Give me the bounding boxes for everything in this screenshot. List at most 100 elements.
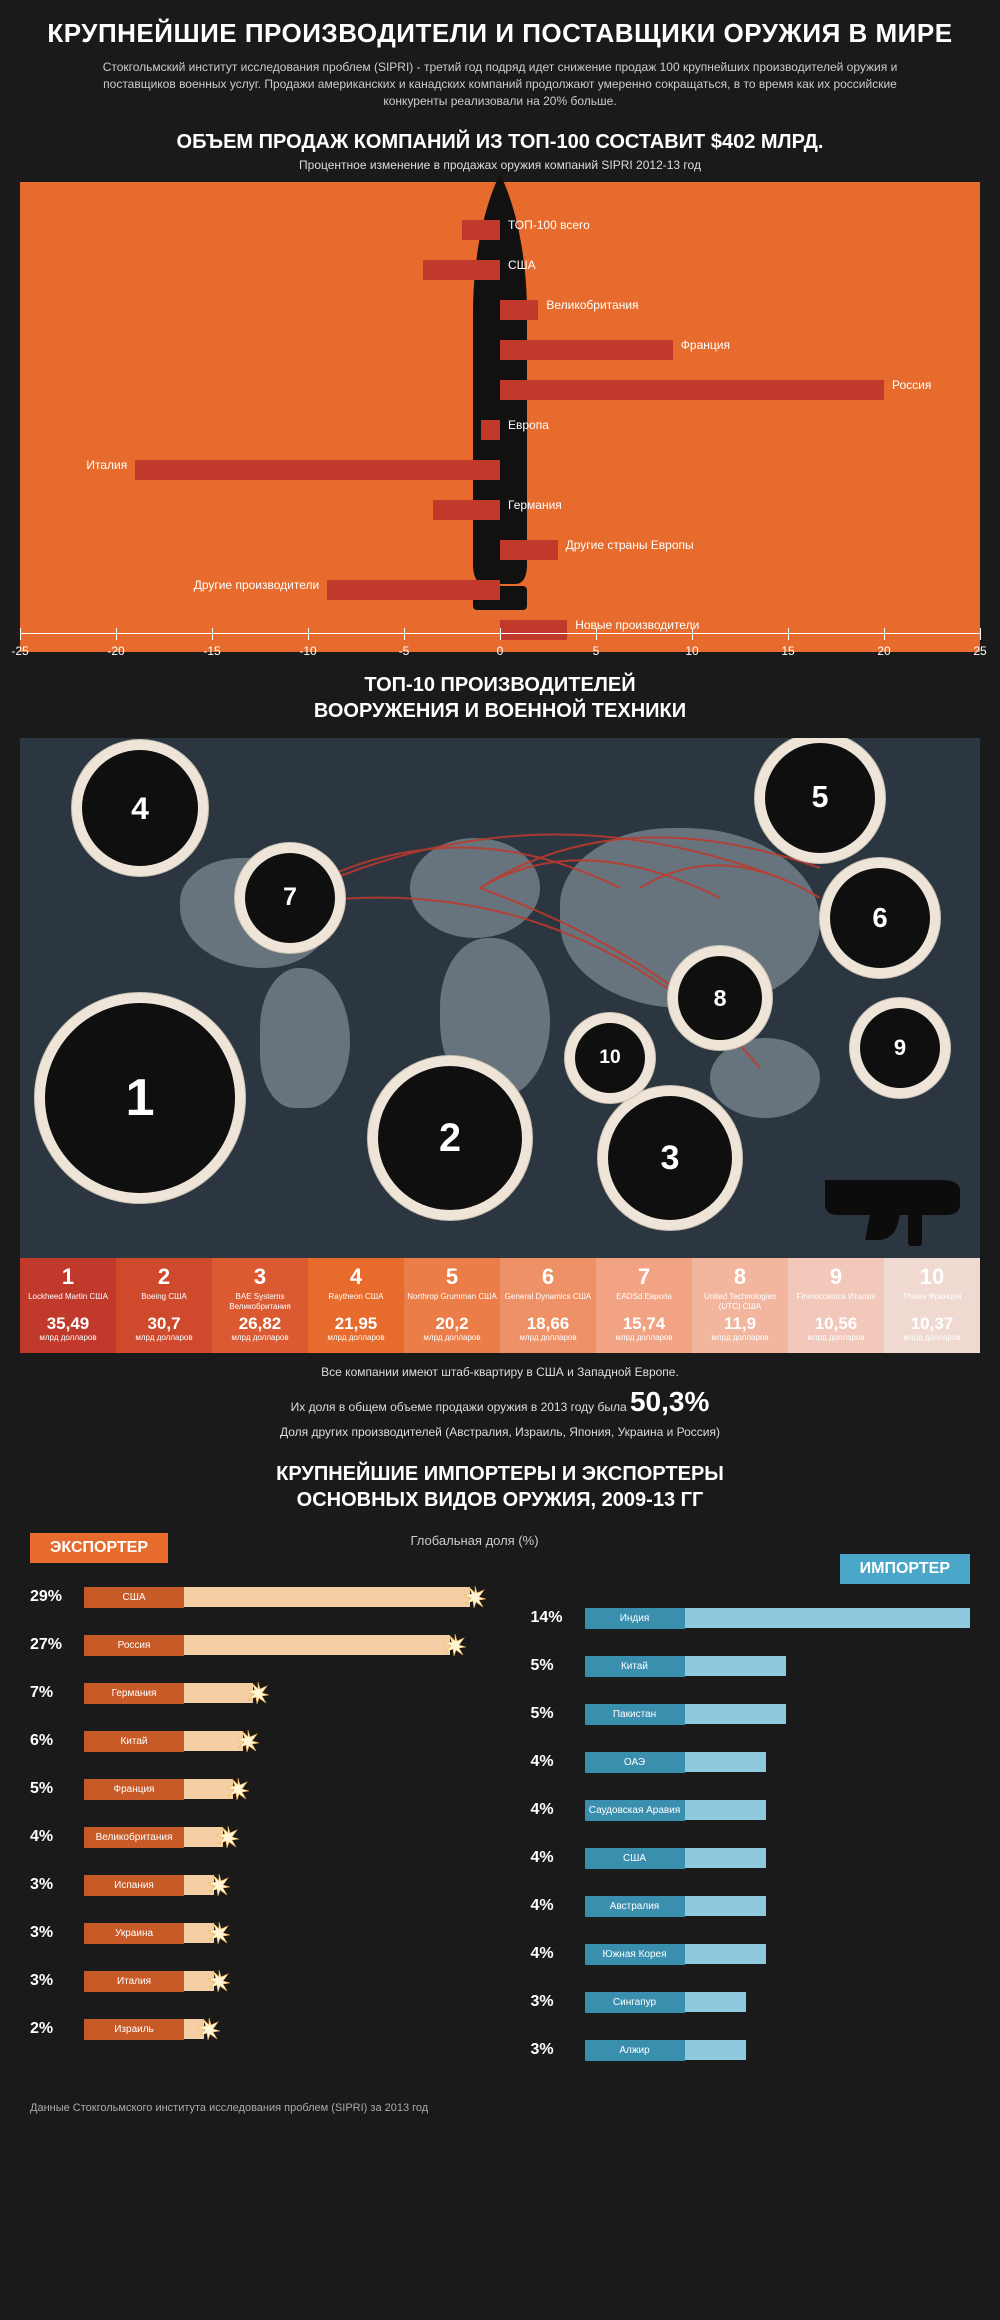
bullet-hole-4: 4 (82, 750, 198, 866)
country-tag: Индия (585, 1608, 685, 1629)
hbar (184, 1731, 243, 1751)
bullet-hole-5: 5 (765, 743, 875, 853)
bar-cell (685, 1701, 971, 1727)
country-tag: Великобритания (84, 1827, 184, 1848)
top10-cell-4: 4Raytheon США21,95млрд долларов (308, 1258, 404, 1353)
bar-label: Великобритания (546, 298, 638, 312)
country-tag: ОАЭ (585, 1752, 685, 1773)
exporter-badge: ЭКСПОРТЕР (30, 1533, 168, 1563)
exporter-row: 3%Италия (30, 1961, 470, 2001)
pct-label: 3% (30, 1924, 84, 1942)
strip-rank: 8 (694, 1264, 786, 1290)
exporter-row: 27%Россия (30, 1625, 470, 1665)
strip-rank: 1 (22, 1264, 114, 1290)
importer-row: 4%Южная Корея (531, 1934, 971, 1974)
hbar (685, 1800, 767, 1820)
top10-cell-6: 6General Dynamics США18,66млрд долларов (500, 1258, 596, 1353)
pct-label: 5% (531, 1657, 585, 1675)
axis-tick (788, 628, 789, 640)
bar-cell (184, 2016, 470, 2042)
bar-label: Россия (892, 378, 931, 392)
axis-tick-label: -15 (203, 644, 220, 658)
bar-cell (685, 1605, 971, 1631)
axis-tick-label: -20 (107, 644, 124, 658)
pct-label: 4% (531, 1849, 585, 1867)
page-title: КРУПНЕЙШИЕ ПРОИЗВОДИТЕЛИ И ПОСТАВЩИКИ ОР… (40, 18, 960, 49)
muzzle-flash-icon (208, 1970, 230, 1992)
bar-label: Новые производители (575, 618, 699, 632)
bar-cell (184, 1632, 470, 1658)
strip-unit: млрд долларов (22, 1334, 114, 1343)
hbar (184, 1587, 470, 1607)
hbar (685, 1896, 767, 1916)
axis-tick-label: -10 (299, 644, 316, 658)
country-tag: Алжир (585, 2040, 685, 2061)
country-tag: Россия (84, 1635, 184, 1656)
importer-row: 4%Австралия (531, 1886, 971, 1926)
axis-tick-label: 25 (973, 644, 986, 658)
bullet-hole-8: 8 (678, 956, 762, 1040)
source-text: Данные Стокгольмского института исследов… (30, 2102, 970, 2114)
muzzle-flash-icon (217, 1826, 239, 1848)
strip-company: United Technologies (UTC) США (694, 1292, 786, 1312)
pct-label: 4% (531, 1897, 585, 1915)
pistol-icon (820, 1160, 970, 1250)
country-tag: Сингапур (585, 1992, 685, 2013)
bar-row: Германия (20, 492, 980, 528)
strip-company: Finmeccanica Италия (790, 1292, 882, 1312)
top10-cell-2: 2Boeing США30,7млрд долларов (116, 1258, 212, 1353)
muzzle-flash-icon (247, 1682, 269, 1704)
strip-value: 35,49 (22, 1314, 114, 1334)
strip-rank: 7 (598, 1264, 690, 1290)
axis-tick-label: 5 (593, 644, 600, 658)
strip-unit: млрд долларов (886, 1334, 978, 1343)
top10-cell-3: 3BAE Systems Великобритания26,82млрд дол… (212, 1258, 308, 1353)
bullet-hole-9: 9 (860, 1008, 940, 1088)
bar-segment (500, 380, 884, 400)
axis-tick-label: 15 (781, 644, 794, 658)
bar-cell (685, 2037, 971, 2063)
bar-segment (433, 500, 500, 520)
strip-rank: 6 (502, 1264, 594, 1290)
hbar (184, 1635, 450, 1655)
country-tag: Италия (84, 1971, 184, 1992)
pct-label: 27% (30, 1636, 84, 1654)
importer-row: 4%ОАЭ (531, 1742, 971, 1782)
exporter-row: 29%США (30, 1577, 470, 1617)
country-tag: Австралия (585, 1896, 685, 1917)
hbar (685, 1704, 787, 1724)
hbar (184, 1683, 253, 1703)
note-line1: Все компании имеют штаб-квартиру в США и… (0, 1363, 1000, 1381)
axis-tick (212, 628, 213, 640)
section2-note: Все компании имеют штаб-квартиру в США и… (0, 1363, 1000, 1441)
country-tag: Китай (585, 1656, 685, 1677)
strip-value: 30,7 (118, 1314, 210, 1334)
strip-company: Boeing США (118, 1292, 210, 1312)
country-tag: Украина (84, 1923, 184, 1944)
pct-label: 3% (531, 2041, 585, 2059)
bar-segment (462, 220, 500, 240)
bar-cell (685, 1989, 971, 2015)
page-subtitle: Стокгольмский институт исследования проб… (70, 59, 930, 109)
bar-segment (500, 340, 673, 360)
bar-cell (685, 1749, 971, 1775)
global-share-label: Глобальная доля (%) (411, 1533, 971, 1548)
bar-segment (423, 260, 500, 280)
exporter-row: 6%Китай (30, 1721, 470, 1761)
strip-value: 10,37 (886, 1314, 978, 1334)
axis-tick (308, 628, 309, 640)
bar-segment (500, 300, 538, 320)
hbar (184, 1779, 233, 1799)
strip-value: 21,95 (310, 1314, 402, 1334)
top10-cell-5: 5Northrop Grumman США20,2млрд долларов (404, 1258, 500, 1353)
pct-label: 3% (30, 1972, 84, 1990)
bar-row: США (20, 252, 980, 288)
top10-cell-7: 7EADSd Европа15,74млрд долларов (596, 1258, 692, 1353)
top10-cell-9: 9Finmeccanica Италия10,56млрд долларов (788, 1258, 884, 1353)
bullet-hole-3: 3 (608, 1096, 732, 1220)
bar-label: Европа (508, 418, 549, 432)
bar-cell (685, 1941, 971, 1967)
importer-row: 5%Китай (531, 1646, 971, 1686)
bar-row: ТОП-100 всего (20, 212, 980, 248)
strip-unit: млрд долларов (406, 1334, 498, 1343)
